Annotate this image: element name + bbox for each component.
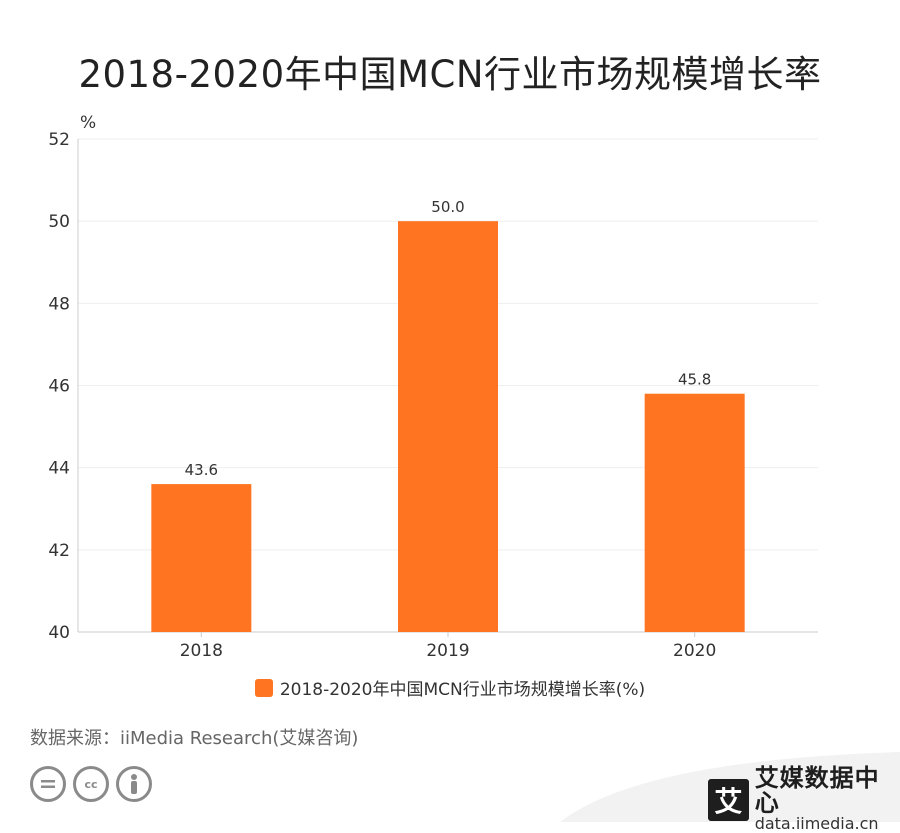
cc-icon: cc <box>73 766 109 802</box>
license-icons: cc <box>30 766 152 802</box>
y-unit-label: % <box>80 113 96 133</box>
data-label: 43.6 <box>185 461 218 479</box>
chart-title: 2018-2020年中国MCN行业市场规模增长率 <box>78 53 822 96</box>
y-tick-label: 42 <box>48 541 70 561</box>
x-tick-label: 2019 <box>426 641 469 661</box>
brand-mark: 艾 <box>708 778 749 821</box>
legend: 2018-2020年中国MCN行业市场规模增长率(%) <box>0 675 900 700</box>
y-tick-label: 50 <box>48 212 70 232</box>
cc-nd-icon <box>30 766 66 802</box>
svg-text:cc: cc <box>84 778 97 791</box>
brand-name: 艾媒数据中心 <box>754 764 880 818</box>
y-tick-label: 40 <box>48 623 70 643</box>
y-tick-label: 44 <box>48 459 70 479</box>
legend-label: 2018-2020年中国MCN行业市场规模增长率(%) <box>279 680 646 700</box>
bar <box>151 484 252 632</box>
bar <box>398 221 498 632</box>
legend-swatch <box>254 678 273 697</box>
data-label: 50.0 <box>431 198 464 216</box>
brand-url[interactable]: data.iimedia.cn <box>754 814 879 833</box>
y-tick-label: 52 <box>48 130 70 150</box>
y-tick-label: 48 <box>48 294 70 314</box>
data-source: 数据来源：iiMedia Research(艾媒咨询) <box>30 728 359 749</box>
x-tick-label: 2018 <box>180 641 223 661</box>
data-label: 45.8 <box>678 371 711 389</box>
y-tick-label: 46 <box>48 377 70 397</box>
x-tick-label: 2020 <box>673 641 716 661</box>
brand-logo[interactable]: 艾 艾媒数据中心 data.iimedia.cn <box>708 764 900 833</box>
bar <box>644 393 745 632</box>
cc-by-icon <box>116 766 152 802</box>
